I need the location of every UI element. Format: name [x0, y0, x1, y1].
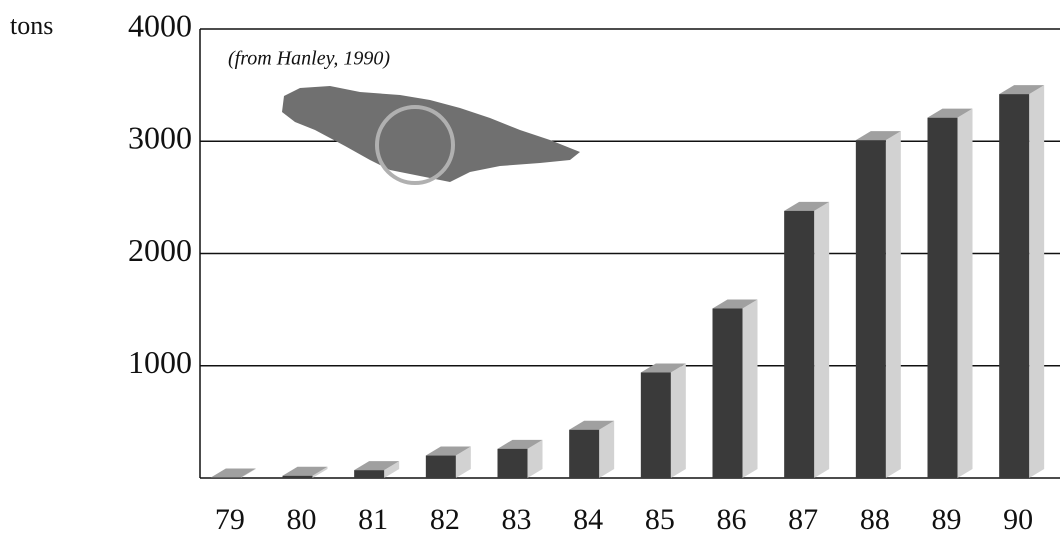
bar [712, 308, 743, 478]
bar-top [354, 461, 400, 471]
bar-side [527, 439, 543, 478]
bar-top [927, 108, 973, 118]
bar-side [670, 363, 686, 478]
bar-side [384, 461, 400, 478]
x-tick-label: 87 [788, 503, 818, 536]
x-tick-label: 88 [860, 503, 890, 536]
bar-side [742, 299, 758, 478]
bar-top [712, 299, 758, 309]
bar-top [999, 85, 1045, 95]
bar [282, 475, 313, 478]
x-tick-label: 83 [502, 503, 532, 536]
y-tick-label: 4000 [128, 7, 192, 43]
bar-side [957, 108, 973, 479]
bar-side [240, 468, 256, 478]
bar-side [455, 446, 471, 478]
bar-top [282, 466, 328, 476]
bar-top [425, 446, 471, 456]
bar [497, 448, 528, 478]
bar [425, 455, 456, 478]
x-tick-label: 80 [287, 503, 317, 536]
y-axis-label: tons [10, 11, 53, 40]
y-tick-label: 3000 [128, 120, 192, 156]
x-tick-label: 79 [215, 503, 245, 536]
x-tick-label: 82 [430, 503, 460, 536]
bar-top [569, 420, 615, 430]
bar [569, 429, 600, 478]
y-tick-label: 2000 [128, 232, 192, 268]
bar [855, 140, 886, 478]
bar-top [855, 131, 901, 141]
bar [784, 210, 815, 478]
x-tick-label: 90 [1003, 503, 1033, 536]
bar [999, 94, 1030, 478]
bar-top [210, 468, 256, 478]
bar-top [784, 201, 830, 211]
map-inset [282, 86, 580, 185]
x-tick-label: 85 [645, 503, 675, 536]
bar-top [497, 439, 543, 449]
island-shape [282, 86, 580, 182]
bar-side [599, 420, 615, 478]
x-tick-label: 86 [717, 503, 747, 536]
y-tick-label: 1000 [128, 344, 192, 380]
annotation: (from Hanley, 1990) [228, 48, 390, 70]
bar [354, 470, 385, 478]
bar-side [814, 201, 830, 478]
x-tick-label: 84 [573, 503, 603, 536]
highlight-circle [375, 105, 455, 185]
x-tick-label: 81 [358, 503, 388, 536]
bar-side [885, 131, 901, 478]
bar [210, 477, 241, 478]
bar-side [312, 466, 328, 478]
bar [640, 372, 671, 478]
bar-side [1029, 85, 1045, 478]
x-tick-label: 89 [932, 503, 962, 536]
bar [927, 117, 958, 479]
bar-top [640, 363, 686, 373]
